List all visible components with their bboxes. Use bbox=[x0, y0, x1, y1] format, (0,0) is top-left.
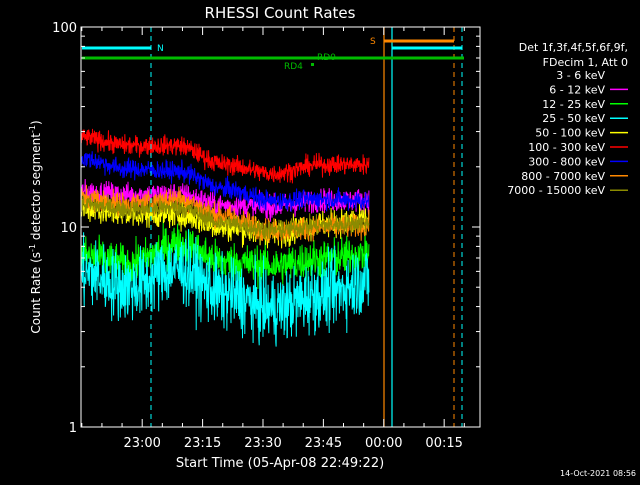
series-line-6 bbox=[80, 151, 370, 212]
annotation-layer: N S RD0 RD4 bbox=[82, 27, 464, 427]
legend-label-1: 6 - 12 keV bbox=[549, 83, 605, 96]
y-tick-label-1: 10 bbox=[60, 221, 77, 236]
legend-label-5: 100 - 300 keV bbox=[528, 141, 605, 154]
series-line-1 bbox=[80, 178, 370, 222]
legend-label-2: 12 - 25 keV bbox=[542, 98, 605, 111]
axis-ticks: 23:00 23:15 23:30 23:45 00:00 00:15 1 10 100 bbox=[52, 21, 480, 451]
series-line-8 bbox=[80, 193, 370, 240]
y-axis-label-sup2: -1 bbox=[28, 125, 37, 133]
x-tick-label-3: 23:45 bbox=[305, 436, 342, 451]
y-axis-label-main: Count Rate (s bbox=[29, 252, 43, 334]
annotation-rd4: RD4 bbox=[284, 62, 303, 72]
legend-label-0: 3 - 6 keV bbox=[556, 69, 605, 82]
x-tick-label-4: 00:00 bbox=[365, 436, 402, 451]
x-tick-label-0: 23:00 bbox=[123, 436, 160, 451]
rd4-marker bbox=[311, 63, 314, 66]
legend-label-7: 800 - 7000 keV bbox=[521, 170, 605, 183]
legend-label-4: 50 - 100 keV bbox=[535, 127, 605, 140]
annotation-s: S bbox=[370, 37, 376, 47]
annotation-n: N bbox=[157, 44, 164, 54]
x-tick-label-1: 23:15 bbox=[184, 436, 221, 451]
legend-label-8: 7000 - 15000 keV bbox=[507, 184, 605, 197]
footer-date: 14-Oct-2021 08:56 bbox=[560, 469, 636, 478]
y-axis-label-sup1: -1 bbox=[28, 244, 37, 252]
y-axis-label-end: ) bbox=[29, 120, 43, 125]
series-layer bbox=[80, 128, 370, 347]
legend-header-line-2: FDecim 1, Att 0 bbox=[543, 56, 628, 69]
x-tick-label-2: 23:30 bbox=[244, 436, 281, 451]
annotation-rd0: RD0 bbox=[317, 53, 336, 63]
y-tick-label-2: 100 bbox=[52, 21, 77, 36]
y-axis-label-mid: detector segment bbox=[29, 133, 43, 244]
series-line-5 bbox=[80, 128, 370, 184]
legend-header-line-1: Det 1f,3f,4f,5f,6f,9f, bbox=[519, 41, 628, 54]
x-tick-label-5: 00:15 bbox=[425, 436, 462, 451]
y-axis-label: Count Rate (s-1 detector segment-1) bbox=[28, 120, 43, 333]
series-line-2 bbox=[80, 220, 370, 290]
legend-label-3: 25 - 50 keV bbox=[542, 112, 605, 125]
x-axis-label: Start Time (05-Apr-08 22:49:22) bbox=[176, 456, 384, 471]
y-tick-label-0: 1 bbox=[69, 421, 77, 436]
series-line-3 bbox=[80, 229, 370, 347]
chart-title: RHESSI Count Rates bbox=[205, 4, 356, 22]
legend-label-6: 300 - 800 keV bbox=[528, 155, 605, 168]
legend: Det 1f,3f,4f,5f,6f,9f, FDecim 1, Att 0 3… bbox=[507, 41, 628, 197]
